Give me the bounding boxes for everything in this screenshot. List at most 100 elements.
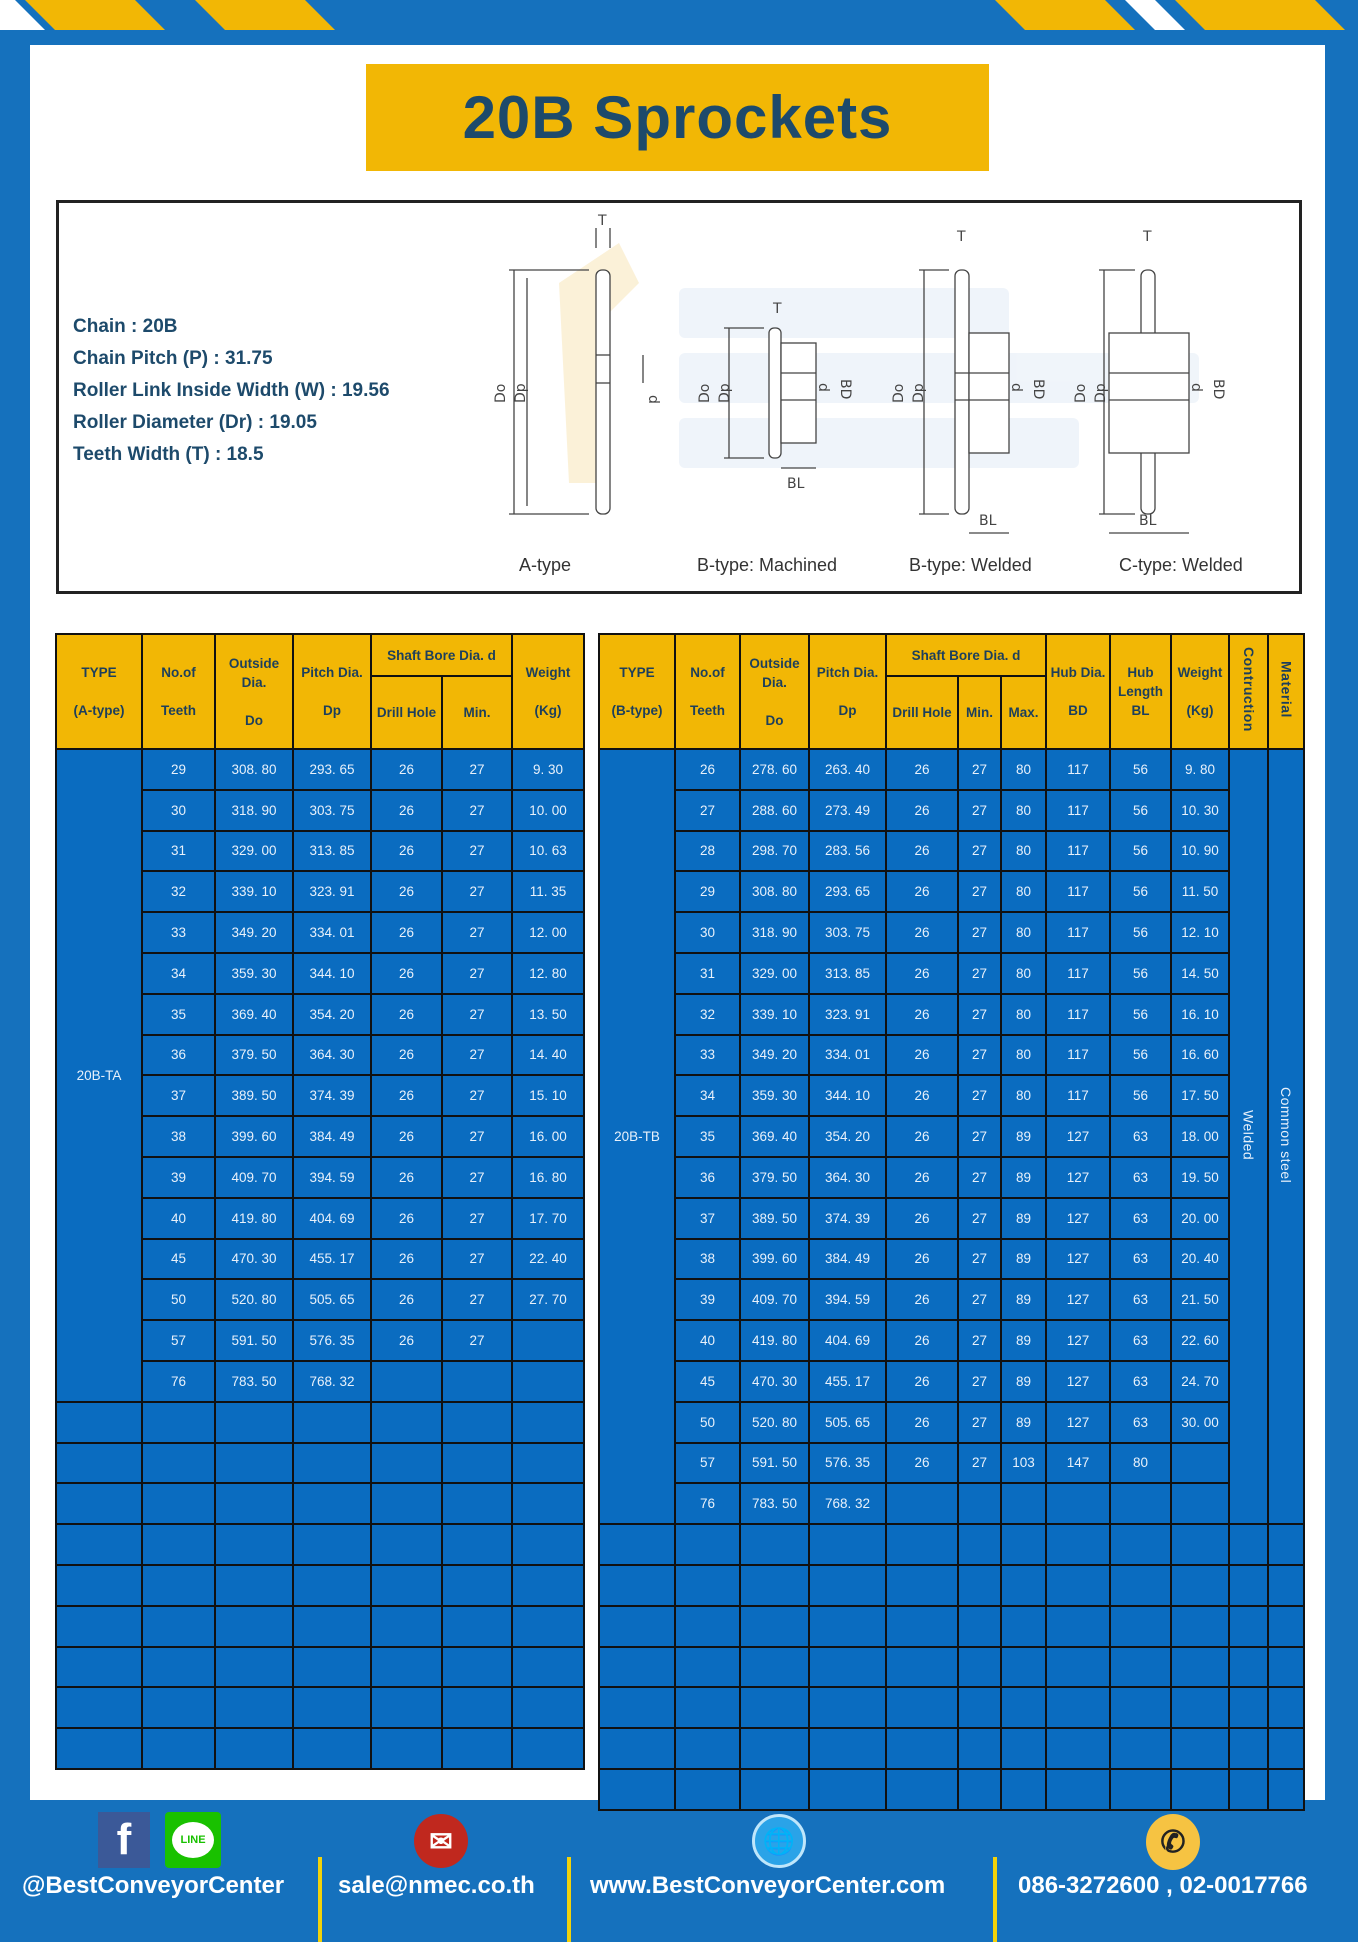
type-cell: 20B-TA [55, 748, 143, 1403]
table-cell: 27 [957, 1359, 1002, 1403]
table-cell: 10. 00 [511, 788, 586, 832]
table-cell: 89 [1000, 1278, 1047, 1322]
table-cell: 354. 20 [292, 992, 372, 1036]
globe-icon[interactable]: 🌐 [752, 1814, 806, 1868]
table-cell [214, 1686, 294, 1730]
table-cell [214, 1523, 294, 1566]
table-cell: 29 [674, 870, 741, 914]
spec-inside-width: Roller Link Inside Width (W) : 19.56 [73, 380, 390, 401]
table-cell: 63 [1109, 1400, 1172, 1444]
table-cell [885, 1523, 959, 1566]
phone-icon[interactable]: ✆ [1146, 1814, 1200, 1870]
table-cell: 127 [1045, 1196, 1111, 1240]
table-row: 57 591. 50 576. 35 26 27 103 147 80 [599, 1441, 1304, 1485]
spec-pitch: Chain Pitch (P) : 31.75 [73, 348, 273, 369]
empty-row [598, 1686, 1305, 1730]
empty-row [55, 1563, 586, 1607]
table-cell: 32 [141, 870, 216, 914]
table-cell: 26 [885, 1359, 959, 1403]
table-cell: 470. 30 [214, 1237, 294, 1281]
table-cell [674, 1727, 741, 1770]
table-cell: 27 [957, 829, 1002, 873]
label-T: T [597, 213, 607, 229]
table-cell [1109, 1604, 1172, 1648]
b-type-table: TYPE (B-type) No.of Teeth Outside Dia. Do Pi… [598, 633, 1305, 1811]
table-cell: 10. 30 [1170, 788, 1230, 832]
table-cell: 31 [674, 951, 741, 995]
table-cell [957, 1767, 1002, 1811]
table-cell: 80 [1000, 788, 1047, 832]
table-cell: 13. 50 [511, 992, 586, 1036]
table-cell [55, 1441, 143, 1485]
table-cell: 63 [1109, 1319, 1172, 1362]
table-row: 35 369. 40 354. 20 26 27 89 127 63 18. 00 [599, 1115, 1304, 1158]
separator [993, 1857, 997, 1942]
table-cell: 26 [885, 1196, 959, 1240]
header-min: Min. [440, 675, 514, 750]
sprocket-drawings: T T T T Do Dp d Do Dp d BD BL Do Dp d BD… [493, 213, 1226, 534]
table-cell: 576. 35 [292, 1319, 372, 1362]
table-cell: 409. 70 [739, 1278, 810, 1322]
table-cell: 14. 40 [511, 1033, 586, 1077]
facebook-icon[interactable]: f [98, 1812, 150, 1868]
table-cell: 399. 60 [739, 1237, 810, 1281]
table-cell: 38 [141, 1115, 216, 1158]
table-cell [370, 1686, 443, 1730]
email-link[interactable]: sale@nmec.co.th [338, 1872, 535, 1899]
table-cell [1000, 1482, 1047, 1526]
table-cell [885, 1686, 959, 1730]
table-cell [1000, 1686, 1047, 1730]
table-cell [511, 1482, 586, 1526]
table-cell: 33 [141, 911, 216, 954]
header-hub-dia: Hub Dia. BD [1045, 633, 1111, 750]
table-cell [885, 1482, 959, 1526]
table-row: 50 520. 80 505. 65 26 27 89 127 63 30. 00 [599, 1400, 1304, 1444]
table-cell: 89 [1000, 1359, 1047, 1403]
table-cell: 379. 50 [739, 1155, 810, 1199]
table-cell: 39 [141, 1155, 216, 1199]
table-cell: 27 [957, 870, 1002, 914]
table-cell: 80 [1000, 992, 1047, 1036]
table-cell: 22. 40 [511, 1237, 586, 1281]
table-row: 36 379. 50 364. 30 26 27 14. 40 [56, 1033, 586, 1077]
table-cell [370, 1400, 443, 1444]
table-cell: 27 [440, 1115, 514, 1158]
table-cell: 39 [674, 1278, 741, 1322]
watermark-logo [559, 243, 1199, 483]
table-cell: 26 [885, 911, 959, 954]
table-cell: 40 [674, 1319, 741, 1362]
table-cell [141, 1645, 216, 1689]
label-d: d [645, 395, 661, 404]
table-cell [674, 1604, 741, 1648]
website-link[interactable]: www.BestConveyorCenter.com [590, 1872, 946, 1899]
table-cell: 89 [1000, 1196, 1047, 1240]
table-cell: 26 [885, 1441, 959, 1485]
line-icon[interactable]: LINE [165, 1812, 221, 1868]
table-cell [885, 1767, 959, 1811]
table-cell: 27 [957, 951, 1002, 995]
table-cell: 26 [885, 829, 959, 873]
table-cell: 768. 32 [292, 1359, 372, 1403]
phone-numbers[interactable]: 086-3272600 , 02-0017766 [1018, 1872, 1308, 1899]
table-cell: 288. 60 [739, 788, 810, 832]
social-handle[interactable]: @BestConveyorCenter [22, 1872, 285, 1899]
table-cell [1228, 1604, 1269, 1648]
table-cell [598, 1686, 676, 1730]
table-cell [370, 1359, 443, 1403]
table-cell: 293. 65 [292, 748, 372, 791]
table-cell [598, 1727, 676, 1770]
email-icon[interactable]: ✉ [414, 1814, 468, 1868]
empty-row [598, 1645, 1305, 1689]
table-cell [141, 1727, 216, 1770]
table-cell: 147 [1045, 1441, 1111, 1485]
table-cell [511, 1359, 586, 1403]
table-cell: 389. 50 [214, 1074, 294, 1118]
table-cell [1228, 1523, 1269, 1566]
table-cell [440, 1359, 514, 1403]
table-cell: 419. 80 [214, 1196, 294, 1240]
table-cell: 127 [1045, 1237, 1111, 1281]
table-cell: 16. 60 [1170, 1033, 1230, 1077]
corner-stripes-left [0, 0, 360, 30]
table-cell [292, 1441, 372, 1485]
table-cell: 80 [1000, 951, 1047, 995]
